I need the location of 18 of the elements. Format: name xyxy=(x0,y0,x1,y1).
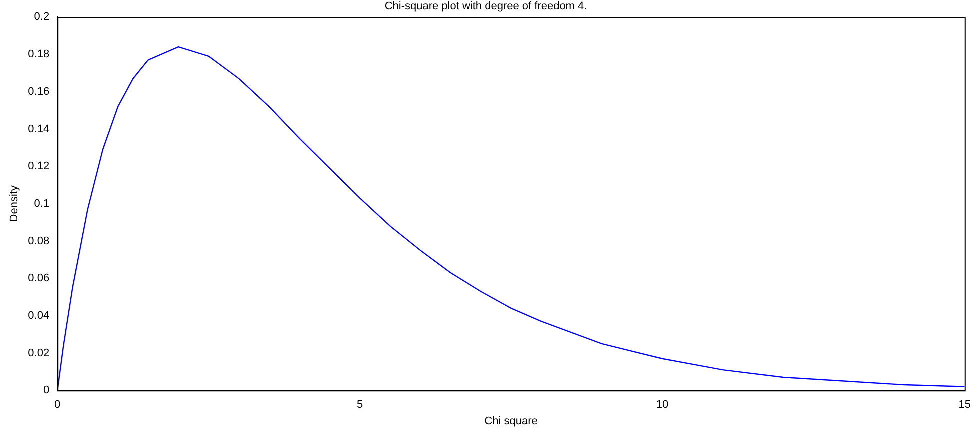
x-tick-label: 0 xyxy=(54,399,61,412)
y-tick-label: 0.16 xyxy=(28,86,50,98)
y-tick-label: 0.18 xyxy=(28,48,50,61)
y-tick-label: 0.2 xyxy=(34,11,50,24)
chart-title: Chi-square plot with degree of freedom 4. xyxy=(384,0,588,13)
x-axis-title: Chi square xyxy=(484,415,538,428)
y-tick-label: 0 xyxy=(43,384,50,397)
y-axis-title: Density xyxy=(8,185,21,222)
y-tick-label: 0.04 xyxy=(28,310,50,322)
y-tick-label: 0.02 xyxy=(28,347,50,360)
x-tick-label: 5 xyxy=(356,399,364,412)
y-tick-label: 0.1 xyxy=(34,198,50,210)
x-tick-label: 10 xyxy=(656,399,669,412)
y-tick-label: 0.12 xyxy=(28,160,50,173)
y-tick-label: 0.08 xyxy=(28,235,50,248)
y-tick-label: 0.14 xyxy=(28,123,50,136)
y-tick-label: 0.06 xyxy=(28,272,50,285)
x-tick-label: 15 xyxy=(958,399,972,412)
